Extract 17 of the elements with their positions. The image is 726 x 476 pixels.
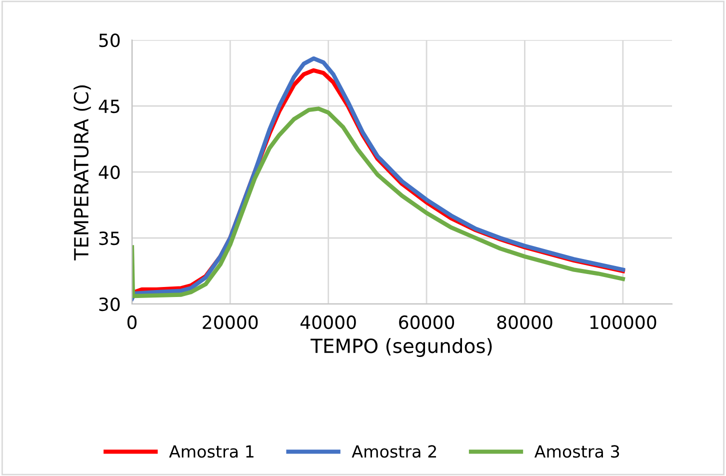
y-tick-label: 45 <box>98 100 120 114</box>
x-tick-label: 20000 <box>202 315 258 330</box>
x-tick-label: 0 <box>127 315 137 330</box>
x-tick-label: 100000 <box>590 315 656 330</box>
y-tick-label: 30 <box>99 297 120 312</box>
legend-label: Amostra 3 <box>534 445 620 458</box>
x-axis-title: TEMPO (segundos) <box>310 338 492 357</box>
x-tick-label: 40000 <box>300 315 356 330</box>
legend-label: Amostra 1 <box>169 445 254 458</box>
line-series <box>132 106 625 298</box>
y-axis-title: TEMPERATURA (C) <box>74 85 91 260</box>
y-tick-label: 35 <box>99 231 120 246</box>
x-tick-label: 80000 <box>497 315 552 330</box>
y-tick-label: 50 <box>99 33 120 48</box>
legend-label: Amostra 2 <box>352 445 436 458</box>
x-tick-label: 60000 <box>399 315 454 330</box>
y-tick-label: 40 <box>98 165 120 180</box>
